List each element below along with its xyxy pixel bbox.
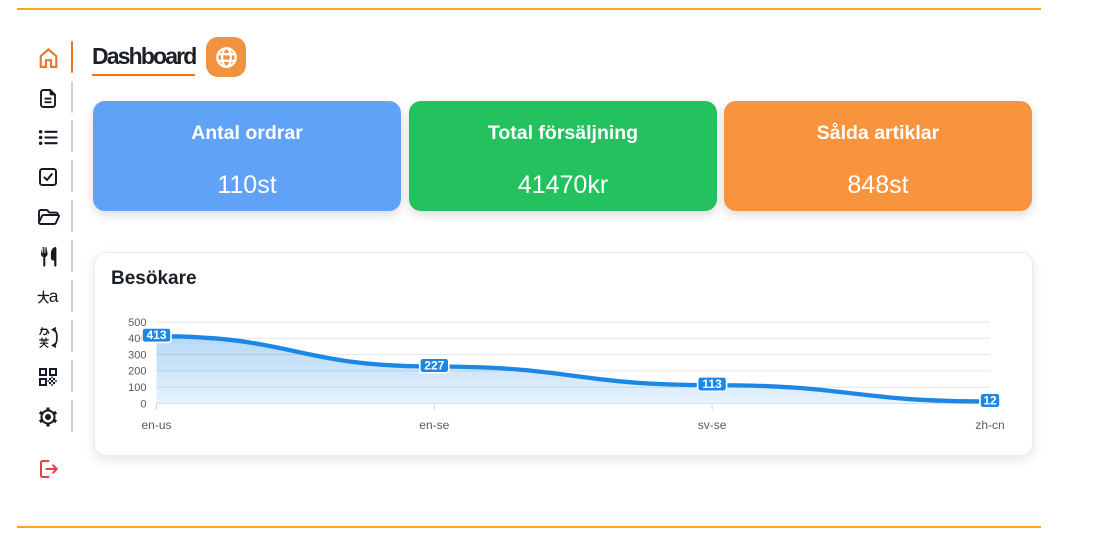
svg-text:en-se: en-se: [419, 418, 449, 432]
svg-text:113: 113: [702, 377, 722, 391]
svg-text:227: 227: [424, 358, 444, 372]
svg-text:100: 100: [128, 382, 146, 394]
svg-text:en-us: en-us: [141, 418, 171, 432]
svg-text:500: 500: [128, 317, 146, 329]
svg-text:sv-se: sv-se: [698, 418, 727, 432]
svg-text:0: 0: [140, 398, 146, 410]
svg-text:300: 300: [128, 349, 146, 361]
svg-text:413: 413: [146, 328, 166, 342]
svg-text:zh-cn: zh-cn: [975, 418, 1004, 432]
svg-text:12: 12: [983, 393, 997, 407]
svg-text:200: 200: [128, 366, 146, 378]
svg-text:a: a: [49, 290, 59, 304]
